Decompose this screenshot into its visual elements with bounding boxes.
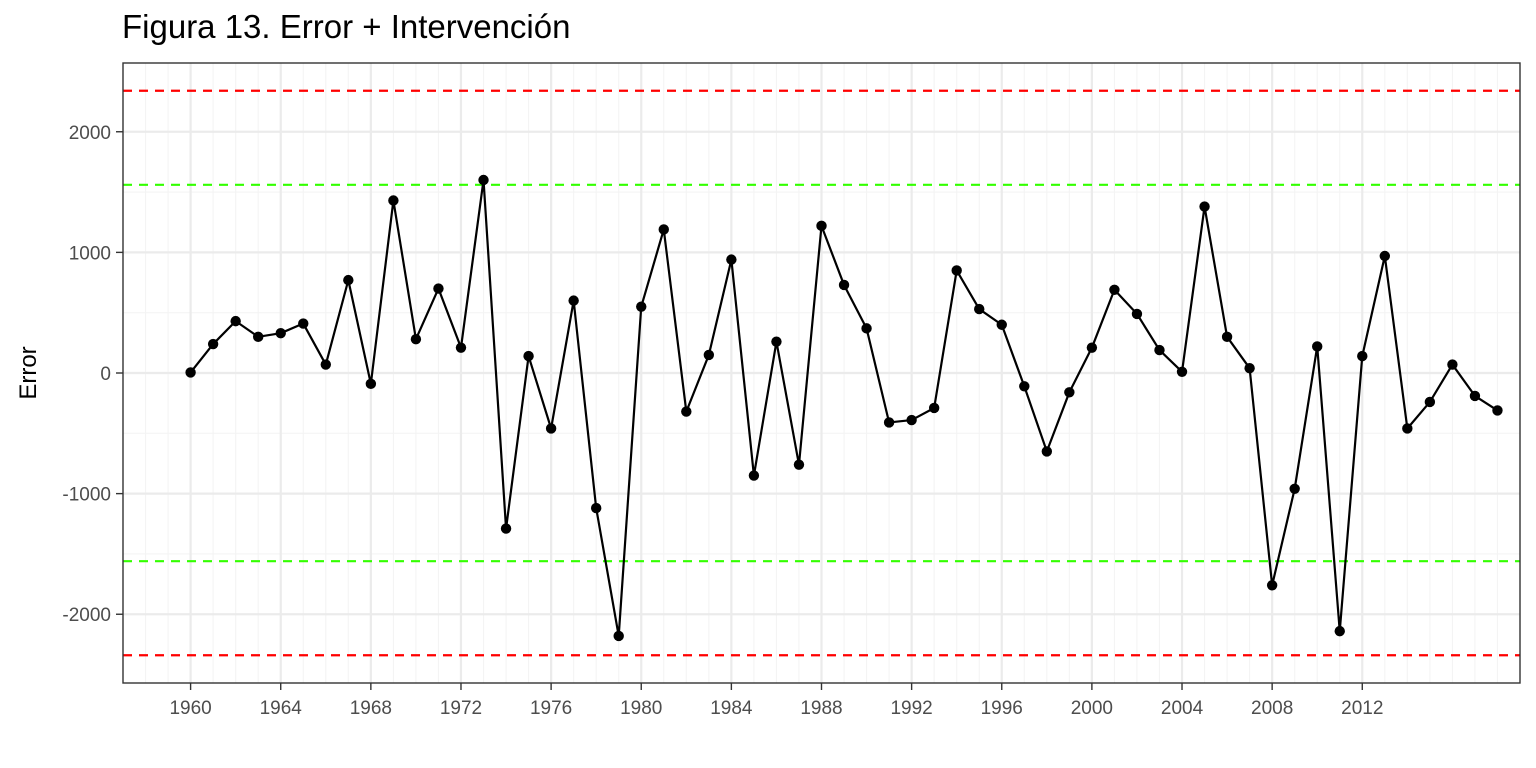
x-tick-label: 2008 bbox=[1251, 698, 1293, 719]
data-point bbox=[568, 295, 579, 306]
data-point bbox=[1041, 446, 1053, 457]
data-point bbox=[928, 402, 940, 414]
data-point bbox=[1109, 284, 1120, 295]
y-axis-title: Error bbox=[15, 346, 42, 399]
data-point bbox=[365, 378, 377, 390]
y-tick-label: -1000 bbox=[62, 485, 111, 506]
x-tick-label: 2012 bbox=[1341, 698, 1383, 719]
data-point bbox=[1402, 423, 1413, 434]
data-point bbox=[726, 254, 737, 265]
x-tick-label: 1980 bbox=[620, 698, 662, 719]
data-point bbox=[636, 301, 647, 312]
data-point bbox=[207, 338, 219, 350]
data-point bbox=[906, 414, 917, 426]
data-point bbox=[771, 336, 782, 347]
data-point bbox=[320, 359, 331, 370]
x-tick-label: 1968 bbox=[350, 698, 392, 719]
data-point bbox=[343, 274, 354, 286]
y-tick-label: 0 bbox=[100, 364, 111, 385]
data-point bbox=[681, 406, 692, 417]
data-point bbox=[523, 350, 534, 362]
data-point bbox=[1447, 359, 1458, 370]
data-point bbox=[748, 470, 760, 481]
data-point bbox=[658, 224, 669, 235]
data-point bbox=[185, 367, 196, 378]
x-tick-label: 2000 bbox=[1071, 698, 1113, 719]
data-point bbox=[1244, 362, 1255, 374]
data-point bbox=[1199, 201, 1210, 212]
data-point bbox=[703, 349, 715, 361]
data-point bbox=[1469, 390, 1481, 402]
data-point bbox=[230, 315, 241, 327]
data-point bbox=[590, 502, 602, 514]
data-point bbox=[410, 334, 422, 345]
x-tick-label: 1996 bbox=[981, 698, 1023, 719]
data-point bbox=[1289, 483, 1300, 494]
chart-title: Figura 13. Error + Intervención bbox=[122, 8, 571, 45]
data-point bbox=[1221, 331, 1233, 343]
y-tick-label: -2000 bbox=[62, 605, 111, 626]
data-point bbox=[1424, 396, 1436, 408]
data-point bbox=[478, 174, 489, 186]
x-tick-label: 1964 bbox=[260, 698, 303, 719]
data-point bbox=[1266, 580, 1278, 591]
data-point bbox=[1154, 344, 1165, 356]
data-point bbox=[1379, 250, 1391, 262]
x-tick-label: 1988 bbox=[800, 698, 842, 719]
data-point bbox=[500, 523, 512, 534]
data-point bbox=[298, 318, 309, 329]
data-point bbox=[545, 423, 557, 434]
data-point bbox=[996, 319, 1007, 330]
data-point bbox=[433, 283, 444, 294]
axis-layer: 1960 1964 1968 1972 1976 1980 1984 1988 1992 1996… bbox=[62, 123, 1383, 719]
data-point bbox=[974, 303, 985, 315]
x-tick-label: 1984 bbox=[710, 698, 753, 719]
data-point bbox=[388, 195, 399, 206]
data-point bbox=[613, 630, 624, 642]
data-point bbox=[816, 220, 827, 232]
x-tick-label: 1992 bbox=[890, 698, 932, 719]
data-point bbox=[1064, 387, 1075, 398]
x-tick-label: 1972 bbox=[440, 698, 482, 719]
data-point bbox=[1357, 350, 1368, 362]
data-point bbox=[455, 342, 467, 353]
data-point bbox=[793, 459, 805, 470]
data-point bbox=[838, 279, 850, 291]
x-tick-label: 1976 bbox=[530, 698, 572, 719]
data-point bbox=[1334, 625, 1345, 637]
y-tick-label: 1000 bbox=[69, 243, 111, 264]
x-tick-label: 2004 bbox=[1161, 698, 1204, 719]
data-point bbox=[1492, 405, 1503, 416]
series-layer bbox=[185, 174, 1503, 642]
data-point bbox=[951, 265, 962, 276]
data-point bbox=[275, 327, 286, 339]
reference-lines bbox=[123, 89, 1520, 657]
x-tick-label: 1960 bbox=[169, 698, 211, 719]
data-point bbox=[861, 323, 872, 334]
data-point bbox=[252, 331, 264, 343]
data-point bbox=[883, 417, 895, 428]
data-point bbox=[1131, 308, 1143, 320]
data-point bbox=[1176, 366, 1188, 377]
y-tick-label: 2000 bbox=[69, 123, 111, 144]
data-point bbox=[1312, 341, 1323, 352]
grid-layer bbox=[122, 63, 1521, 683]
data-point bbox=[1086, 342, 1098, 353]
data-point bbox=[1019, 381, 1030, 392]
